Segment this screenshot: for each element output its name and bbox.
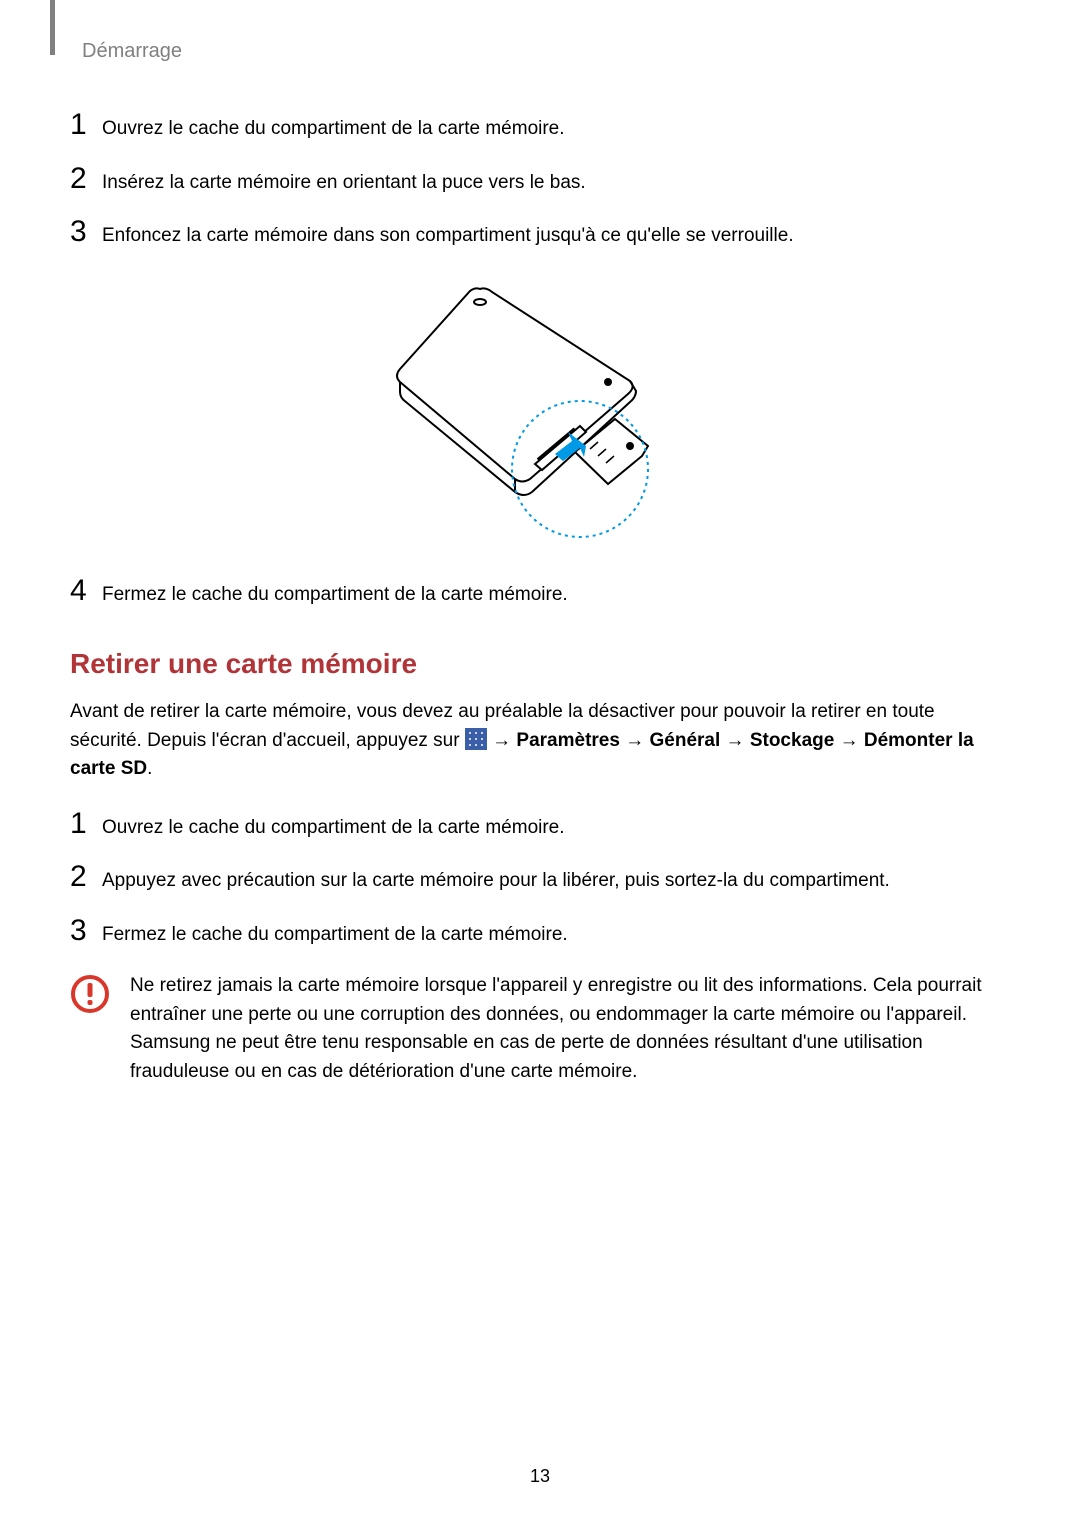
nav-path-item: Stockage bbox=[750, 730, 834, 751]
step-text: Ouvrez le cache du compartiment de la ca… bbox=[102, 812, 565, 842]
step-text: Appuyez avec précaution sur la carte mém… bbox=[102, 865, 890, 895]
warning-icon bbox=[70, 974, 110, 1019]
warning-text: Ne retirez jamais la carte mémoire lorsq… bbox=[130, 972, 1010, 1086]
period: . bbox=[147, 758, 152, 779]
step-text: Insérez la carte mémoire en orientant la… bbox=[102, 167, 586, 197]
step-number: 3 bbox=[70, 217, 102, 247]
step-text: Fermez le cache du compartiment de la ca… bbox=[102, 919, 568, 949]
step-item: 1 Ouvrez le cache du compartiment de la … bbox=[70, 812, 1010, 842]
step-text: Fermez le cache du compartiment de la ca… bbox=[102, 579, 568, 609]
device-illustration bbox=[70, 274, 1010, 549]
step-number: 3 bbox=[70, 916, 102, 946]
step-text: Ouvrez le cache du compartiment de la ca… bbox=[102, 113, 565, 143]
arrow-text: → bbox=[720, 730, 750, 751]
arrow-text: → bbox=[834, 730, 864, 751]
step-number: 2 bbox=[70, 862, 102, 892]
arrow-text: → bbox=[620, 730, 650, 751]
apps-grid-icon bbox=[465, 728, 487, 750]
step-item: 1 Ouvrez le cache du compartiment de la … bbox=[70, 113, 1010, 143]
warning-callout: Ne retirez jamais la carte mémoire lorsq… bbox=[70, 972, 1010, 1086]
header-tab-marker bbox=[50, 0, 55, 55]
step-number: 4 bbox=[70, 576, 102, 606]
page-number: 13 bbox=[0, 1466, 1080, 1487]
step-text: Enfoncez la carte mémoire dans son compa… bbox=[102, 220, 794, 250]
step-number: 1 bbox=[70, 110, 102, 140]
intro-paragraph: Avant de retirer la carte mémoire, vous … bbox=[70, 698, 1010, 784]
step-number: 1 bbox=[70, 809, 102, 839]
step-number: 2 bbox=[70, 164, 102, 194]
step-item: 4 Fermez le cache du compartiment de la … bbox=[70, 579, 1010, 609]
step-item: 3 Enfoncez la carte mémoire dans son com… bbox=[70, 220, 1010, 250]
page-content: Démarrage 1 Ouvrez le cache du compartim… bbox=[0, 0, 1080, 1126]
step-item: 2 Appuyez avec précaution sur la carte m… bbox=[70, 865, 1010, 895]
arrow-text: → bbox=[487, 730, 517, 751]
step-item: 3 Fermez le cache du compartiment de la … bbox=[70, 919, 1010, 949]
section-header: Démarrage bbox=[82, 40, 1010, 63]
step-item: 2 Insérez la carte mémoire en orientant … bbox=[70, 167, 1010, 197]
nav-path-item: Paramètres bbox=[516, 730, 620, 751]
nav-path-item: Général bbox=[650, 730, 721, 751]
section-title-text: Retirer une carte mémoire bbox=[70, 648, 417, 679]
section-title: Retirer une carte mémoire bbox=[70, 648, 1010, 680]
